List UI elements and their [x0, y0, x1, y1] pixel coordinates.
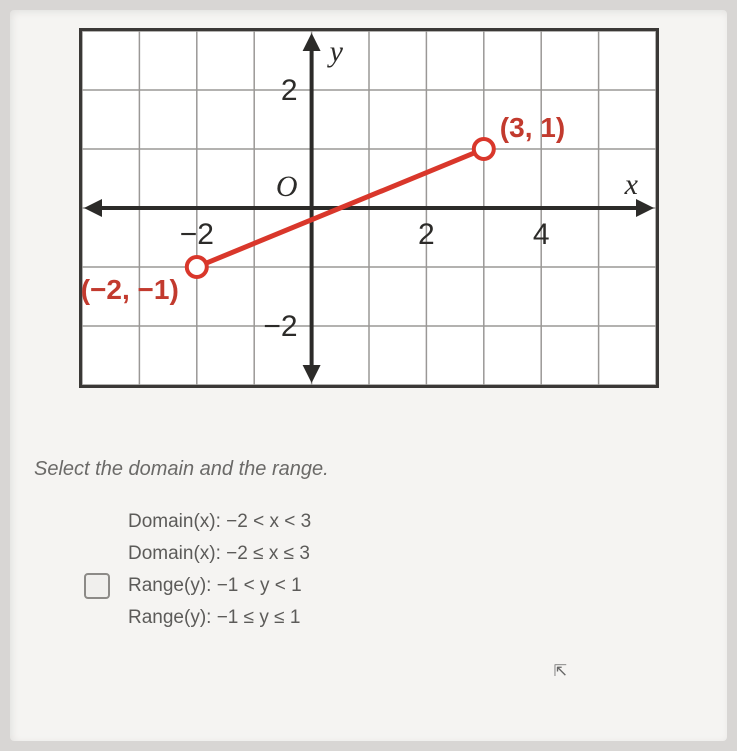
svg-text:−2: −2 — [179, 218, 213, 251]
question-prompt: Select the domain and the range. — [34, 458, 703, 481]
answer-options: Domain(x): −2 < x < 3 Domain(x): −2 ≤ x ≤… — [84, 509, 703, 631]
option-row[interactable]: Domain(x): −2 < x < 3 — [84, 509, 703, 535]
option-label: Range(y): −1 < y < 1 — [128, 575, 302, 597]
svg-text:O: O — [275, 170, 297, 203]
option-label: Domain(x): −2 ≤ x ≤ 3 — [128, 543, 310, 565]
checkbox[interactable] — [84, 573, 110, 599]
option-row[interactable]: Range(y): −1 < y < 1 — [84, 573, 703, 599]
graph-panel: −2 2 4 −2 2 Oy x (−2, −1) (3, 1) — [79, 28, 659, 388]
svg-text:2: 2 — [280, 74, 297, 107]
svg-text:(−2, −1): (−2, −1) — [82, 274, 179, 305]
svg-text:x: x — [623, 168, 638, 201]
svg-text:2: 2 — [418, 218, 435, 251]
option-label: Range(y): −1 ≤ y ≤ 1 — [128, 607, 300, 629]
worksheet-page: −2 2 4 −2 2 Oy x (−2, −1) (3, 1) Select the dom… — [10, 10, 727, 741]
option-row[interactable]: Range(y): −1 ≤ y ≤ 1 — [84, 605, 703, 631]
coordinate-chart: −2 2 4 −2 2 Oy x (−2, −1) (3, 1) — [82, 31, 656, 385]
svg-text:y: y — [326, 35, 343, 68]
svg-text:4: 4 — [532, 218, 549, 251]
option-row[interactable]: Domain(x): −2 ≤ x ≤ 3 — [84, 541, 703, 567]
option-label: Domain(x): −2 < x < 3 — [128, 511, 311, 533]
svg-text:−2: −2 — [263, 310, 297, 343]
svg-text:(3, 1): (3, 1) — [499, 112, 564, 143]
cursor-icon: ⇱ — [554, 661, 567, 681]
